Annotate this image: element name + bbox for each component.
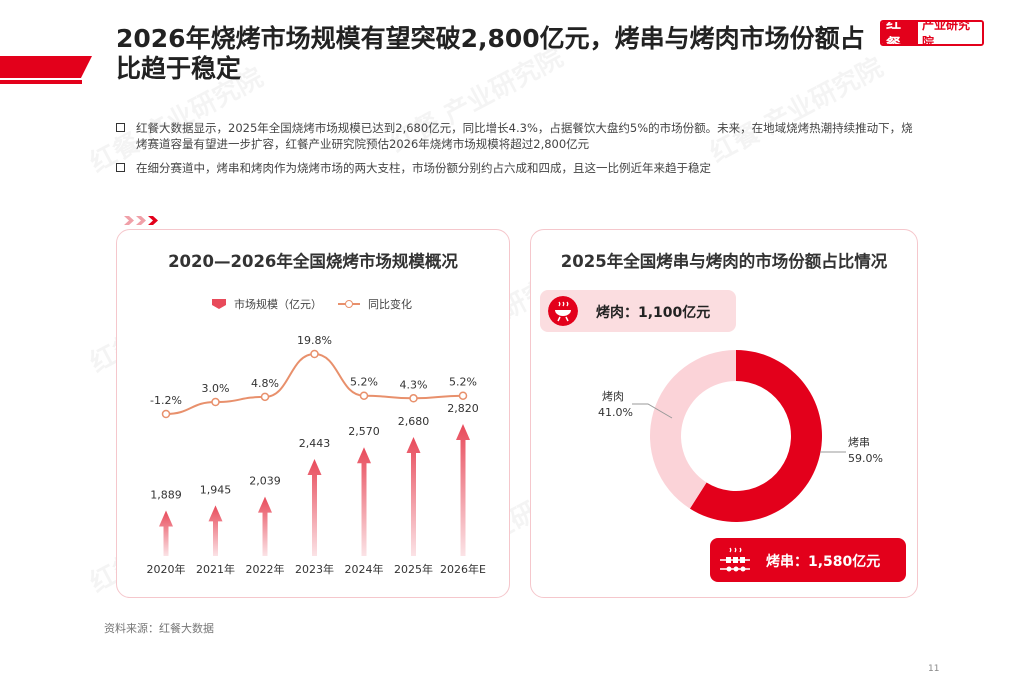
yoy-value-label: 4.8% xyxy=(251,377,279,390)
legend-item-yoy: 同比变化 xyxy=(368,298,412,311)
yoy-point xyxy=(458,391,468,400)
yoy-value-label: 5.2% xyxy=(449,376,477,389)
yoy-point xyxy=(260,392,270,402)
summary-bullets: 红餐大数据显示，2025年全国烧烤市场规模已达到2,680亿元，同比增长4.3%… xyxy=(116,120,916,184)
yoy-point xyxy=(310,349,319,359)
bar-2025年 xyxy=(406,437,421,556)
bar-value-label: 2,680 xyxy=(398,415,430,428)
bullet-text: 红餐大数据显示，2025年全国烧烤市场规模已达到2,680亿元，同比增长4.3%… xyxy=(136,121,913,151)
donut-slice-烤串 xyxy=(689,350,822,522)
yoy-point xyxy=(409,394,418,403)
skewer-icon xyxy=(720,547,750,572)
bar-2023年 xyxy=(307,459,322,556)
yoy-point xyxy=(161,409,171,419)
bullet-square-icon xyxy=(116,163,125,172)
x-tick-label: 2021年 xyxy=(196,562,235,576)
bar-2022年 xyxy=(258,496,272,556)
logo-mark: 红餐 xyxy=(882,22,918,44)
yoy-value-label: 5.2% xyxy=(350,376,378,389)
bullet-item: 红餐大数据显示，2025年全国烧烤市场规模已达到2,680亿元，同比增长4.3%… xyxy=(116,120,916,152)
bullet-square-icon xyxy=(116,123,125,132)
yoy-value-label: 4.3% xyxy=(400,378,428,391)
slice-label-meat: 烤肉 xyxy=(602,389,624,403)
bar-2021年 xyxy=(208,505,223,556)
legend-item-size: 市场规模（亿元） xyxy=(234,298,322,311)
chart-legend: 市场规模（亿元） 同比变化 xyxy=(212,296,412,312)
yoy-point xyxy=(211,397,220,407)
yoy-value-label: -1.2% xyxy=(150,394,182,407)
bar-value-label: 2,443 xyxy=(299,437,331,450)
brand-logo: 红餐 产业研究院 xyxy=(880,20,984,46)
market-share-panel: 2025年全国烤串与烤肉的市场份额占比情况 xyxy=(530,229,918,598)
bar-2026年E xyxy=(456,424,470,556)
bar-2024年 xyxy=(357,447,371,556)
x-tick-label: 2020年 xyxy=(147,562,186,576)
bar-value-label: 2,570 xyxy=(348,425,380,438)
page-number: 11 xyxy=(928,664,940,674)
meat-value-text: 烤肉：1,100亿元 xyxy=(596,305,711,321)
bar-2020年 xyxy=(159,510,173,556)
logo-text: 产业研究院 xyxy=(918,22,982,44)
skewer-value-text: 烤串：1,580亿元 xyxy=(766,554,881,570)
data-source: 资料来源：红餐大数据 xyxy=(104,622,214,635)
chevron-decoration-icon xyxy=(124,216,158,225)
skewer-value-callout: 烤串：1,580亿元 xyxy=(710,538,906,582)
slice-value-meat: 41.0% xyxy=(598,406,633,419)
x-tick-label: 2026年E xyxy=(440,562,486,576)
market-size-chart-title: 2020—2026年全国烧烤市场规模概况 xyxy=(168,252,458,271)
slice-label-skewer: 烤串 xyxy=(848,435,870,449)
header-accent-bar xyxy=(0,56,92,78)
donut-slice-烤肉 xyxy=(650,350,736,509)
slice-value-skewer: 59.0% xyxy=(848,452,883,465)
bar-value-label: 1,889 xyxy=(150,489,182,502)
legend-bar-icon xyxy=(212,299,226,309)
yoy-point xyxy=(359,391,369,400)
meat-value-callout: 烤肉：1,100亿元 xyxy=(540,290,736,332)
bar-value-label: 2,039 xyxy=(249,475,281,488)
market-size-chart: 1,889 2020年 1,945 2021年 2,039 2022年 2,443 2023年… xyxy=(147,334,487,576)
bullet-item: 在细分赛道中，烤串和烤肉作为烧烤市场的两大支柱，市场份额分别约占六成和四成，且这… xyxy=(116,160,916,176)
market-share-chart-title: 2025年全国烤串与烤肉的市场份额占比情况 xyxy=(560,252,888,271)
grill-icon xyxy=(548,296,578,326)
x-tick-label: 2023年 xyxy=(295,562,334,576)
bullet-text: 在细分赛道中，烤串和烤肉作为烧烤市场的两大支柱，市场份额分别约占六成和四成，且这… xyxy=(136,161,711,175)
page-title: 2026年烧烤市场规模有望突破2,800亿元，烤串与烤肉市场份额占比趋于稳定 xyxy=(116,24,865,83)
yoy-value-label: 3.0% xyxy=(202,382,230,395)
x-tick-label: 2025年 xyxy=(394,562,433,576)
legend-line-icon xyxy=(338,300,360,308)
x-tick-label: 2024年 xyxy=(345,562,384,576)
bar-value-label: 1,945 xyxy=(200,483,232,496)
slice-leader-line xyxy=(632,403,673,419)
header-accent-line xyxy=(0,80,82,84)
yoy-value-label: 19.8% xyxy=(297,334,332,347)
x-tick-label: 2022年 xyxy=(246,562,285,576)
bar-value-label: 2,820 xyxy=(447,402,479,415)
market-share-donut: 烤串 59.0% 烤肉 41.0% xyxy=(598,350,883,522)
